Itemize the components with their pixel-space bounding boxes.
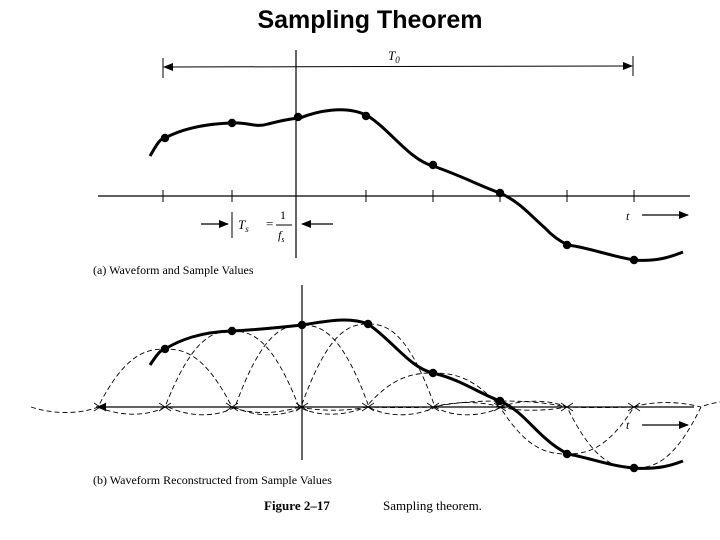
zero-crossing-mark (93, 402, 107, 412)
waveform-a (148, 108, 684, 262)
sample-points-b (160, 319, 639, 473)
time-label-a: t (626, 209, 630, 223)
zero-crossing-mark (426, 402, 440, 412)
period-arrow-left (163, 63, 173, 71)
ts-denominator: fs (278, 228, 284, 244)
sinc-pulse (432, 402, 702, 455)
sample-point (227, 326, 237, 336)
zero-crossing-mark (225, 402, 239, 412)
sample-point (293, 112, 303, 122)
sample-point (160, 344, 170, 354)
ts-equals: = (266, 216, 273, 231)
sample-point (160, 133, 170, 143)
sample-point (227, 118, 237, 128)
sample-point (428, 368, 438, 378)
caption-b: (b) Waveform Reconstructed from Sample V… (93, 473, 332, 487)
waveform-b (148, 318, 684, 470)
zero-crossing-mark (295, 402, 309, 412)
sample-point (428, 160, 438, 170)
period-arrow-right (623, 62, 633, 70)
sample-point (297, 320, 307, 330)
sample-point (361, 111, 371, 121)
sample-point (495, 396, 505, 406)
reconstruction-pulses (30, 323, 720, 469)
sinc-pulse (365, 400, 635, 409)
zero-crossing-mark (158, 402, 172, 412)
panel-b: t (b) Waveform Reconstructed from Sample… (30, 285, 720, 487)
sinc-pulse (499, 400, 720, 469)
sample-point (629, 255, 639, 265)
panel-a: T0 t Ts = 1 fs (a) Waveform and Sample V… (93, 48, 690, 277)
sample-point (562, 449, 572, 459)
sinc-pulse (167, 324, 437, 416)
ts-label: Ts (238, 217, 249, 234)
sinc-pulse (30, 348, 300, 413)
slide-title: Sampling Theorem (257, 6, 483, 34)
sinc-pulse (298, 372, 568, 411)
sample-point (363, 319, 373, 329)
time-label-b: t (626, 418, 630, 432)
sinc-pulse (97, 330, 367, 415)
caption-a: (a) Waveform and Sample Values (93, 263, 254, 277)
zero-crossing-mark (627, 402, 641, 412)
ts-numerator: 1 (280, 208, 286, 222)
period-line (167, 65, 629, 68)
figure-number: Figure 2–17 (264, 498, 330, 513)
figure-caption-text: Sampling theorem. (383, 498, 482, 513)
sample-point (629, 463, 639, 473)
sample-point (562, 240, 572, 250)
zero-crossing-mark (560, 402, 574, 412)
zero-crossing-mark (361, 402, 375, 412)
sample-points-a (160, 111, 639, 265)
period-label: T0 (388, 48, 400, 65)
sample-point (495, 188, 505, 198)
sinc-pulse (233, 323, 503, 416)
